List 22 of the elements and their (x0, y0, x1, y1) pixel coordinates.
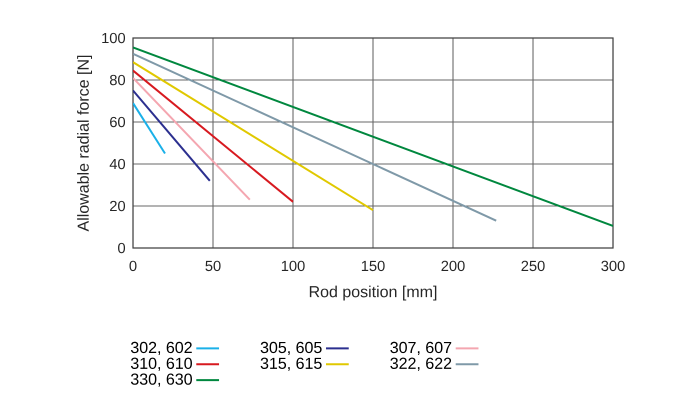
x-tick-label: 100 (282, 260, 305, 272)
y-tick-label: 40 (110, 158, 126, 170)
legend-label: 315, 615 (260, 358, 322, 371)
x-axis-title: Rod position [mm] (310, 286, 436, 301)
y-tick-label: 100 (102, 32, 126, 44)
y-tick-label: 80 (110, 74, 126, 86)
legend-label: 307, 607 (390, 342, 452, 356)
x-tick-label: 200 (442, 260, 465, 272)
legend-label: 302, 602 (130, 342, 192, 356)
x-tick-label: 250 (522, 260, 545, 272)
y-axis-title: Allowable radial force [N] (77, 56, 92, 232)
legend-label: 310, 610 (130, 358, 192, 371)
legend-label: 330, 630 (130, 373, 192, 387)
legend-label: 305, 605 (260, 342, 322, 356)
x-tick-label: 50 (205, 260, 221, 272)
x-tick-label: 150 (362, 260, 385, 272)
legend-label: 322, 622 (390, 358, 452, 371)
x-tick-label: 0 (129, 260, 136, 272)
y-tick-label: 20 (110, 200, 126, 212)
y-tick-label: 60 (110, 116, 126, 128)
y-tick-label: 0 (118, 242, 126, 254)
x-tick-label: 300 (601, 260, 625, 272)
